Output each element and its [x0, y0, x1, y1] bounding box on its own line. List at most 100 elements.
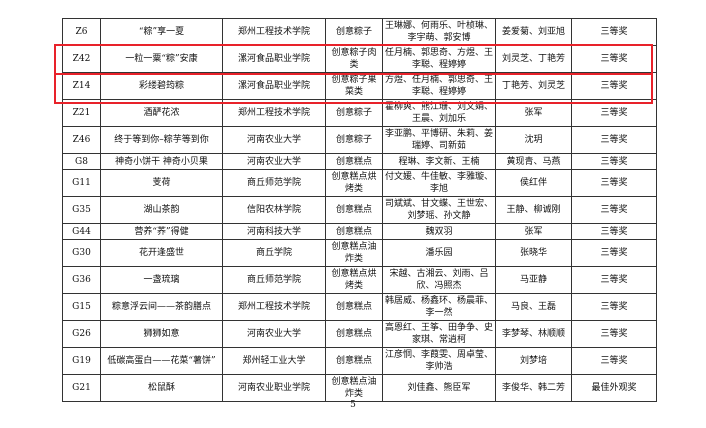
table-row: G36 一盏琉璃 商丘师范学院 创意糕点烘烤类 宋越、古湘云、刘雨、吕欣、冯照杰 马亚静三… [62, 266, 657, 294]
table-row: G11 芰荷 商丘师范学院 创意糕点烘烤类 付文媛、牛佳敏、李雅璇、李旭 侯红伴 三等奖 [62, 169, 657, 197]
cell-id: Z42 [62, 45, 101, 73]
cell-id: G19 [62, 347, 101, 375]
cell-school: 商丘学院 [222, 239, 326, 267]
cell-title: 营养“荞”得健 [100, 223, 223, 240]
cell-title: 花开逢盛世 [100, 239, 223, 267]
cell-category: 创意粽子果菜类 [325, 72, 383, 100]
cell-category: 创意粽子 [325, 99, 383, 127]
cell-advisors: 张军 [495, 99, 572, 127]
cell-id: G15 [62, 293, 101, 321]
cell-category: 创意粽子 [325, 126, 383, 154]
cell-category: 创意糕点 [325, 223, 383, 240]
cell-school: 商丘师范学院 [222, 266, 326, 294]
cell-members: 韩居威、杨鑫环、杨晨菲、李一然 [382, 293, 496, 321]
cell-members: 方煜、任月楠、郭思奇、王李聪、程婷婷 [382, 72, 496, 100]
cell-id: G8 [62, 153, 101, 170]
cell-advisors: 李梦琴、林顺顺 [495, 320, 572, 348]
cell-id: Z14 [62, 72, 101, 100]
table-row: Z46 终于等到你–粽芋等到你 河南农业大学 创意粽子 李亚鹏、平博研、朱莉、姜瑞婷、司… [62, 126, 657, 154]
cell-school: 郑州工程技术学院 [222, 293, 326, 321]
cell-category: 创意糕点烘烤类 [325, 169, 383, 197]
cell-title: 终于等到你–粽芋等到你 [100, 126, 223, 154]
table-row: Z14 彩缕碧筠粽 漯河食品职业学院 创意粽子果菜类 方煜、任月楠、郭思奇、王李聪、程婷… [62, 72, 657, 100]
cell-category: 创意糕点 [325, 153, 383, 170]
cell-award: 三等奖 [571, 196, 657, 224]
cell-id: G44 [62, 223, 101, 240]
cell-category: 创意糕点油炸类 [325, 239, 383, 267]
cell-award: 三等奖 [571, 239, 657, 267]
cell-id: G30 [62, 239, 101, 267]
cell-category: 创意糕点 [325, 293, 383, 321]
cell-category: 创意糕点烘烤类 [325, 266, 383, 294]
cell-category: 创意糕点油炸类 [325, 374, 383, 402]
cell-advisors: 黄现青、马燕 [495, 153, 572, 170]
cell-members: 任月楠、郭思奇、方煜、王李聪、程婷婷 [382, 45, 496, 73]
cell-members: 江彦恫、李葭雯、周卓莹、李帅浩 [382, 347, 496, 375]
cell-title: 湖山茶韵 [100, 196, 223, 224]
awards-table: Z6 “粽”享一夏 郑州工程技术学院 创意粽子 王琳娜、何雨乐、叶桢琳、李宇萌、郭安博姜… [62, 18, 657, 402]
table-row: G35 湖山茶韵 信阳农林学院 创意糕点 司斌斌、甘文蝶、王世宏、刘梦瑶、孙文静 王静、柳… [62, 196, 657, 224]
cell-advisors: 张晓华 [495, 239, 572, 267]
cell-advisors: 李俊华、韩二芳 [495, 374, 572, 402]
cell-school: 郑州轻工业大学 [222, 347, 326, 375]
cell-award: 三等奖 [571, 293, 657, 321]
cell-advisors: 张军 [495, 223, 572, 240]
cell-members: 潘乐园 [382, 239, 496, 267]
cell-school: 郑州工程技术学院 [222, 18, 326, 46]
cell-advisors: 侯红伴 [495, 169, 572, 197]
cell-award: 三等奖 [571, 266, 657, 294]
cell-category: 创意糕点 [325, 320, 383, 348]
cell-award: 三等奖 [571, 320, 657, 348]
cell-id: G21 [62, 374, 101, 402]
cell-members: 付文媛、牛佳敏、李雅璇、李旭 [382, 169, 496, 197]
cell-school: 河南农业大学 [222, 320, 326, 348]
cell-award: 三等奖 [571, 347, 657, 375]
cell-school: 商丘师范学院 [222, 169, 326, 197]
cell-id: G36 [62, 266, 101, 294]
cell-award: 最佳外观奖 [571, 374, 657, 402]
cell-award: 三等奖 [571, 45, 657, 73]
cell-advisors: 沈玥 [495, 126, 572, 154]
cell-title: 低碳高蛋白——花菜“薯饼” [100, 347, 223, 375]
table-row: G19 低碳高蛋白——花菜“薯饼” 郑州轻工业大学 创意糕点 江彦恫、李葭雯、周卓莹、李… [62, 347, 657, 375]
cell-award: 三等奖 [571, 72, 657, 100]
table-row: Z42 一粒一粟“粽”安康 漯河食品职业学院 创意粽子肉类 任月楠、郭思奇、方煜、王李聪… [62, 45, 657, 73]
cell-id: Z46 [62, 126, 101, 154]
cell-school: 河南农业大学 [222, 153, 326, 170]
cell-members: 程琳、李文新、王楠 [382, 153, 496, 170]
table-row: G44 营养“荞”得健 河南科技大学 创意糕点 魏双羽 张军 三等奖 [62, 223, 657, 240]
cell-id: Z6 [62, 18, 101, 46]
cell-award: 三等奖 [571, 169, 657, 197]
cell-id: Z21 [62, 99, 101, 127]
cell-title: 松鼠酥 [100, 374, 223, 402]
cell-school: 信阳农林学院 [222, 196, 326, 224]
cell-members: 李亚鹏、平博研、朱莉、姜瑞婷、司新茹 [382, 126, 496, 154]
cell-award: 三等奖 [571, 99, 657, 127]
cell-title: 彩缕碧筠粽 [100, 72, 223, 100]
cell-category: 创意粽子肉类 [325, 45, 383, 73]
cell-school: 漯河食品职业学院 [222, 45, 326, 73]
table-row: G26 狮狮如意 河南农业大学 创意糕点 高恩红、王筝、田争争、史家琪、常逍柯 李梦琴、林… [62, 320, 657, 348]
cell-advisors: 马亚静 [495, 266, 572, 294]
cell-id: G11 [62, 169, 101, 197]
cell-title: 酒酽花浓 [100, 99, 223, 127]
table-row: Z21 酒酽花浓 郑州工程技术学院 创意粽子 霍柳爽、熊江珊、刘文娟、王晨、刘加乐 张军三… [62, 99, 657, 127]
cell-award: 三等奖 [571, 223, 657, 240]
cell-members: 霍柳爽、熊江珊、刘文娟、王晨、刘加乐 [382, 99, 496, 127]
cell-title: 狮狮如意 [100, 320, 223, 348]
cell-advisors: 刘梦培 [495, 347, 572, 375]
cell-title: 一粒一粟“粽”安康 [100, 45, 223, 73]
cell-school: 河南农业职业学院 [222, 374, 326, 402]
cell-award: 三等奖 [571, 126, 657, 154]
page-number: 5 [350, 400, 356, 410]
cell-advisors: 刘灵芝、丁艳芳 [495, 45, 572, 73]
cell-advisors: 马良、王磊 [495, 293, 572, 321]
cell-members: 宋越、古湘云、刘雨、吕欣、冯照杰 [382, 266, 496, 294]
cell-title: 神奇小饼干 神奇小贝果 [100, 153, 223, 170]
cell-school: 郑州工程技术学院 [222, 99, 326, 127]
cell-members: 高恩红、王筝、田争争、史家琪、常逍柯 [382, 320, 496, 348]
cell-advisors: 丁艳芳、刘灵芝 [495, 72, 572, 100]
cell-id: G26 [62, 320, 101, 348]
cell-award: 三等奖 [571, 153, 657, 170]
cell-advisors: 姜爱菊、刘亚旭 [495, 18, 572, 46]
